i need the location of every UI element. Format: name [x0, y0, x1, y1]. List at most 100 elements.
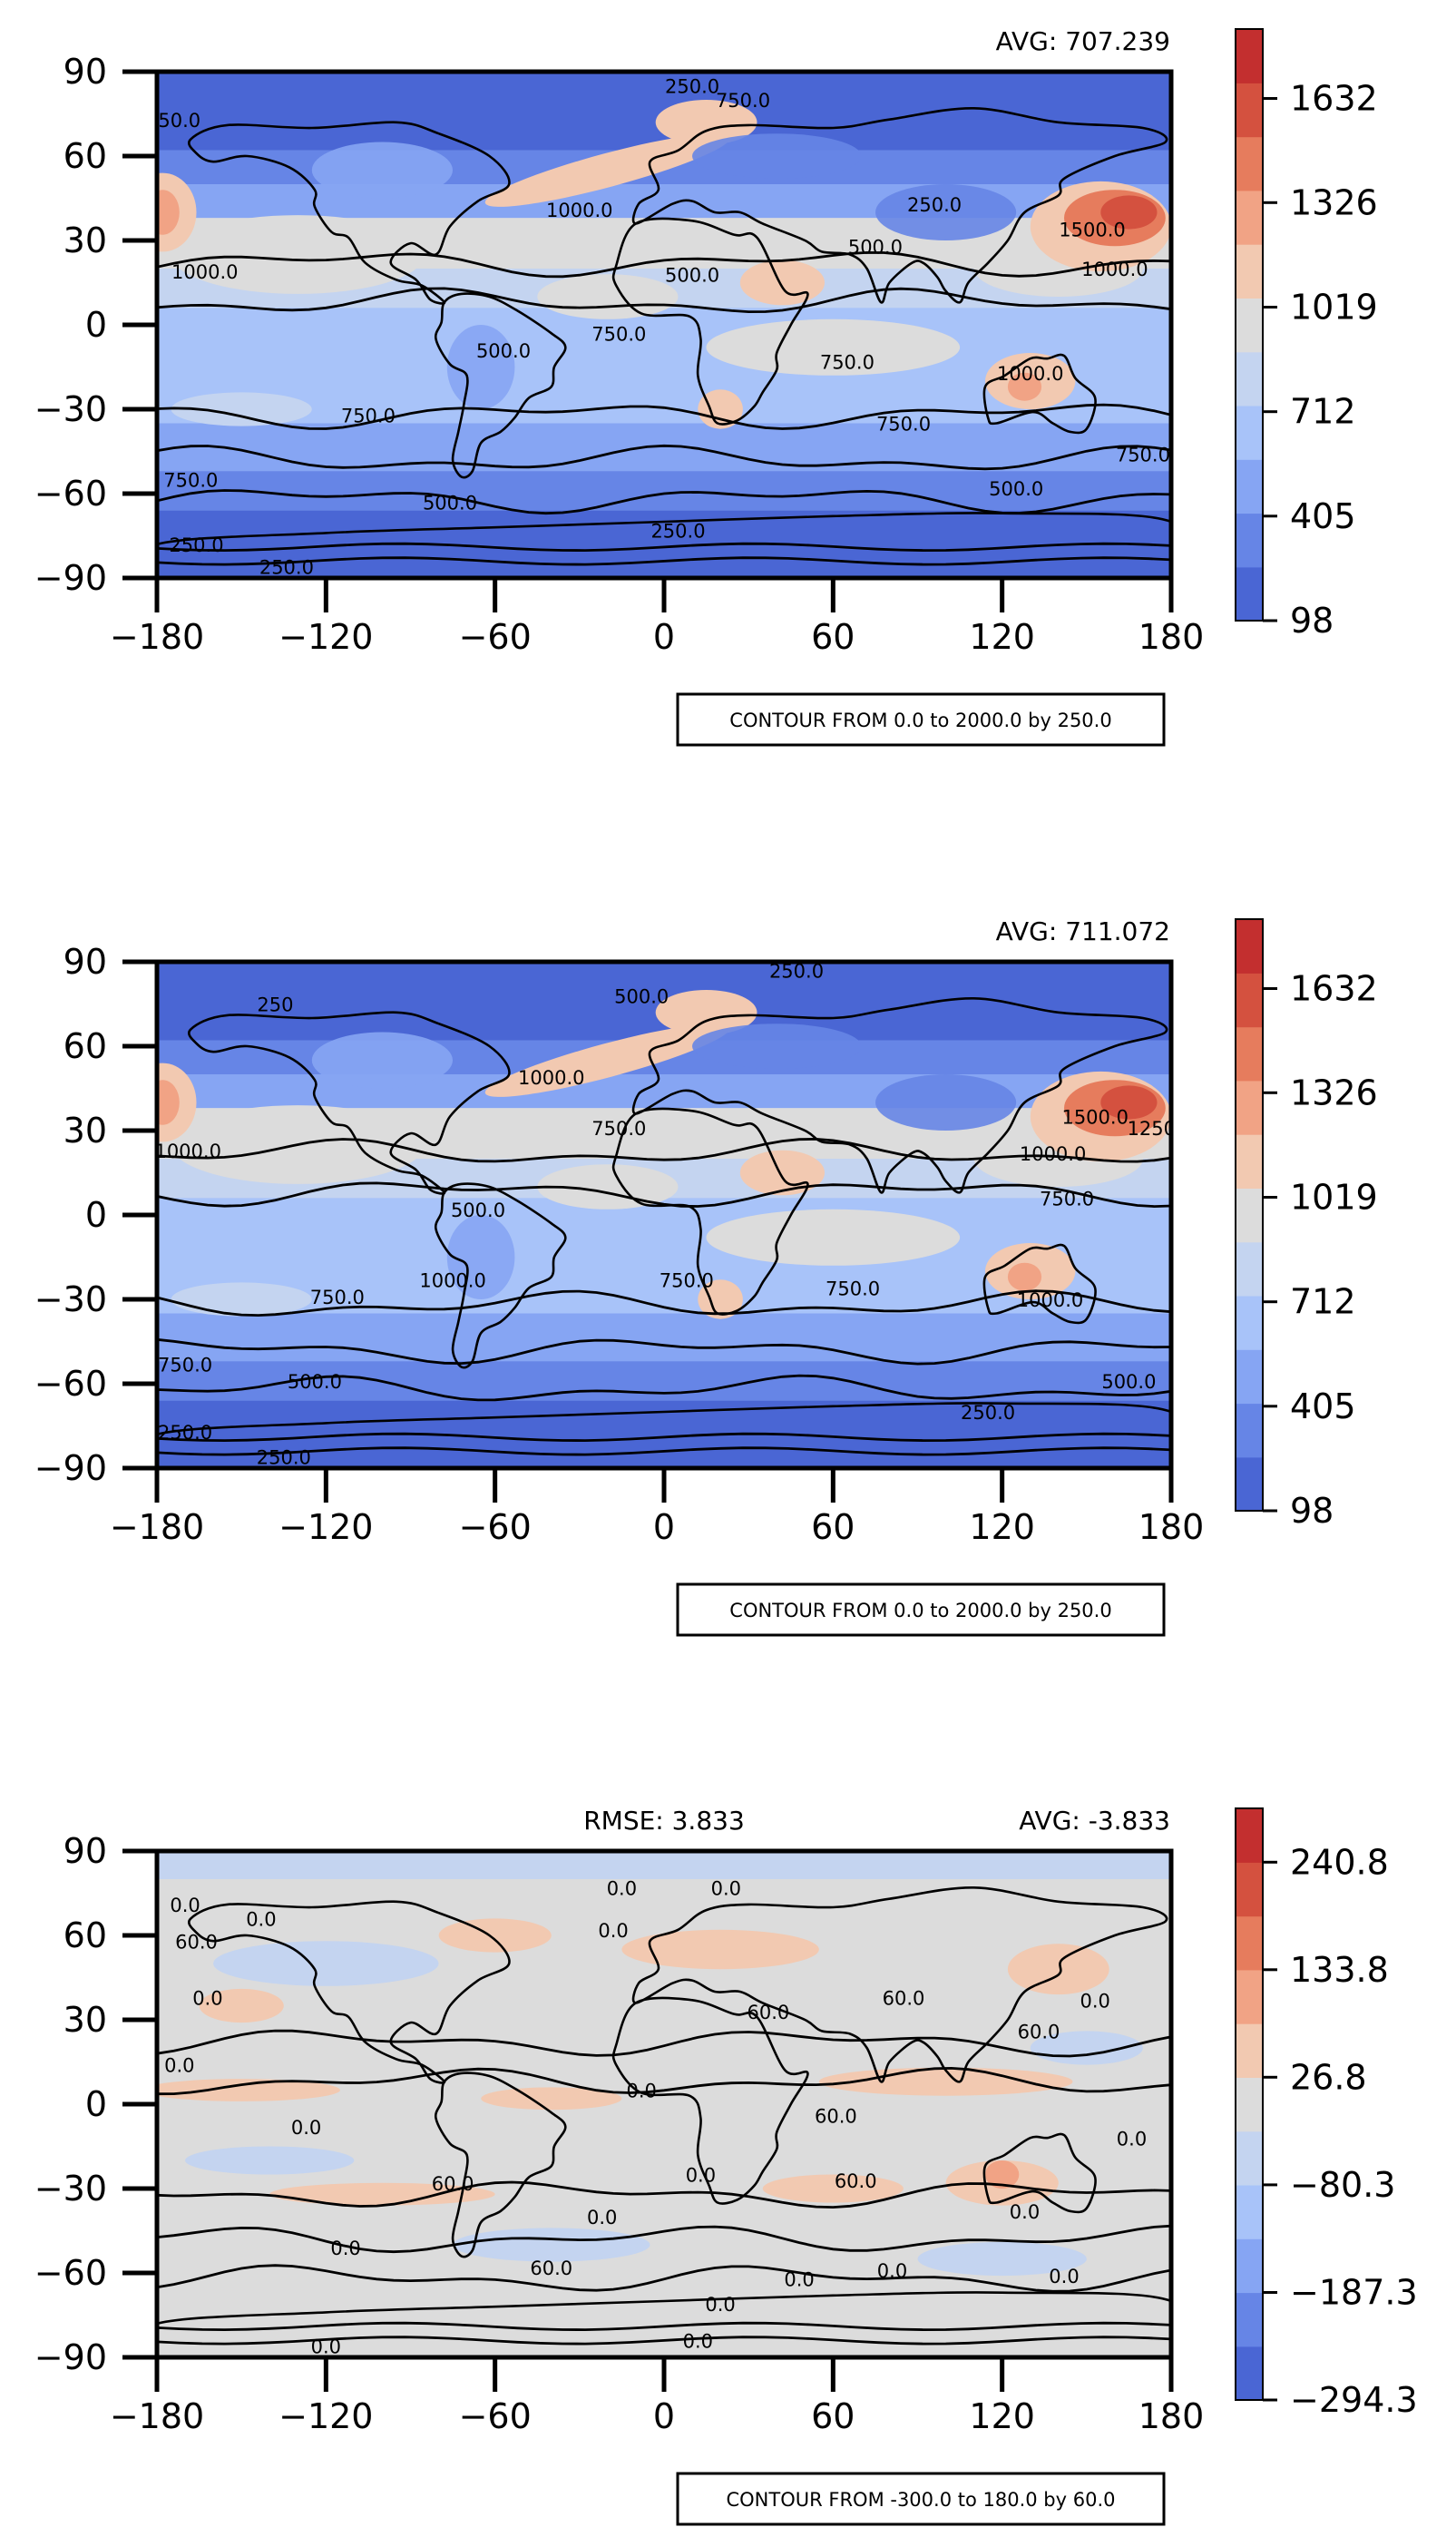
contour-fill-region: [438, 1918, 552, 1953]
colorbar-segment: [1236, 190, 1263, 245]
contour-label: 0.0: [686, 2165, 716, 2187]
contour-fill-region: [875, 184, 1017, 240]
x-tick-label: 120: [969, 2396, 1035, 2436]
colorbar-segment: [1236, 566, 1263, 622]
colorbar-tick-label: 98: [1290, 1491, 1334, 1531]
y-tick-label: 30: [64, 220, 107, 260]
contour-label: 250.0: [158, 1422, 212, 1444]
y-tick-label: 0: [85, 1195, 107, 1235]
contour-label: 1500.0: [1059, 220, 1125, 241]
contour-note-box: [676, 2472, 1166, 2526]
colorbar-segment: [1236, 2238, 1263, 2294]
contour-line: [157, 250, 1171, 279]
contour-label: 60.0: [432, 2173, 474, 2195]
colorbar-frame: [1235, 918, 1264, 1512]
contour-fill-region: [692, 1024, 862, 1069]
contour-line: [157, 1446, 1171, 1456]
contour-label: 0.0: [1117, 2128, 1147, 2150]
x-tick-label: −120: [278, 617, 373, 657]
colorbar: 98 405 712 1019 1326 1632: [1235, 28, 1378, 641]
colorbar-segment: [1236, 1969, 1263, 2024]
contour-label: 0.0: [587, 2207, 617, 2228]
y-tick-label: −90: [34, 1448, 107, 1488]
x-tick-label: 60: [811, 617, 855, 657]
colorbar-segment: [1236, 1295, 1263, 1350]
filled-contour-field: [157, 72, 1171, 578]
coastline: [611, 217, 809, 426]
contour-line: [157, 1181, 1171, 1209]
coastline: [631, 106, 1168, 304]
contour-fill-region: [446, 1215, 515, 1299]
x-tick-label: 180: [1138, 2396, 1205, 2436]
colorbar-segment: [1236, 973, 1263, 1028]
contour-fill-region: [199, 1988, 284, 2023]
y-tick-label: 30: [64, 2000, 107, 2040]
coastline: [434, 292, 567, 479]
contour-label: 0.0: [291, 2117, 321, 2139]
contour-note-box: [676, 1582, 1166, 1637]
contour-fill-region: [875, 1074, 1017, 1131]
colorbar-tick-label: 405: [1290, 496, 1356, 536]
colorbar-tick-label: 1632: [1290, 79, 1378, 119]
contour-fill-region: [537, 274, 679, 319]
contour-label: 0.0: [246, 1909, 276, 1931]
latitude-band: [157, 1074, 1171, 1109]
contour-label: 60.0: [1018, 2022, 1060, 2043]
colorbar-tick-label: 712: [1290, 392, 1356, 432]
colorbar-segment: [1236, 2130, 1263, 2186]
contour-label: 0.0: [784, 2268, 814, 2290]
contour-line: [157, 444, 1171, 471]
colorbar-tick-label: 98: [1290, 601, 1334, 641]
avg-label: AVG: -3.833: [1019, 1806, 1170, 1836]
y-tick-label: 60: [64, 1026, 107, 1066]
contour-fill-region: [917, 2241, 1087, 2277]
x-tick-label: −180: [110, 1507, 204, 1547]
colorbar-segment: [1236, 405, 1263, 460]
contour-fill-region: [157, 2079, 340, 2101]
contour-label: 750.0: [163, 470, 218, 492]
colorbar-tick-label: −187.3: [1290, 2273, 1418, 2313]
contour-label: 1000.0: [154, 1141, 220, 1162]
colorbar-tick-label: 1019: [1290, 1178, 1378, 1218]
contour-line: [157, 1432, 1171, 1443]
x-tick-label: 180: [1138, 617, 1205, 657]
contour-fill-region: [446, 325, 515, 409]
colorbar-segment: [1236, 919, 1263, 974]
y-tick-label: −30: [34, 2169, 107, 2209]
x-tick-label: 0: [653, 1507, 675, 1547]
colorbar-segment: [1236, 1026, 1263, 1082]
x-axis: −180 −120 −60 0 60 120 180: [110, 578, 1204, 657]
x-tick-label: −120: [278, 2396, 373, 2436]
contour-line: [157, 2029, 1171, 2058]
y-axis: 90 60 30 0 −30 −60 −90: [34, 52, 157, 598]
colorbar-segment: [1236, 459, 1263, 514]
latitude-band: [157, 423, 1171, 472]
y-tick-label: 60: [64, 1915, 107, 1955]
contour-label: 60.0: [530, 2258, 572, 2279]
coastline: [982, 353, 1097, 435]
colorbar-tick-label: 1019: [1290, 288, 1378, 328]
contour-fill-region: [311, 1032, 453, 1089]
contour-label: 60.0: [175, 1931, 218, 1953]
x-tick-label: 120: [969, 617, 1035, 657]
colorbar-frame: [1235, 28, 1264, 622]
contour-label: 50.0: [158, 110, 200, 132]
contour-fill-region: [213, 1941, 439, 1986]
y-tick-label: −30: [34, 1279, 107, 1319]
coastline: [187, 1900, 511, 2084]
coastline: [157, 2291, 1171, 2357]
y-tick-label: 60: [64, 136, 107, 176]
colorbar: −294.3 −187.3 −80.3 26.8 133.8 240.8: [1235, 1807, 1418, 2420]
contour-label: 0.0: [1080, 1990, 1109, 2012]
colorbar-segment: [1236, 1862, 1263, 1917]
contour-label: 250.0: [665, 76, 719, 98]
contour-fill-region: [484, 1024, 731, 1097]
contour-label: 1000.0: [171, 261, 238, 283]
contour-label: 500.0: [614, 985, 669, 1007]
coastline: [187, 121, 511, 305]
contour-fill-region: [484, 133, 731, 207]
coastline: [157, 1402, 1171, 1468]
contour-label: 250.0: [769, 960, 824, 982]
